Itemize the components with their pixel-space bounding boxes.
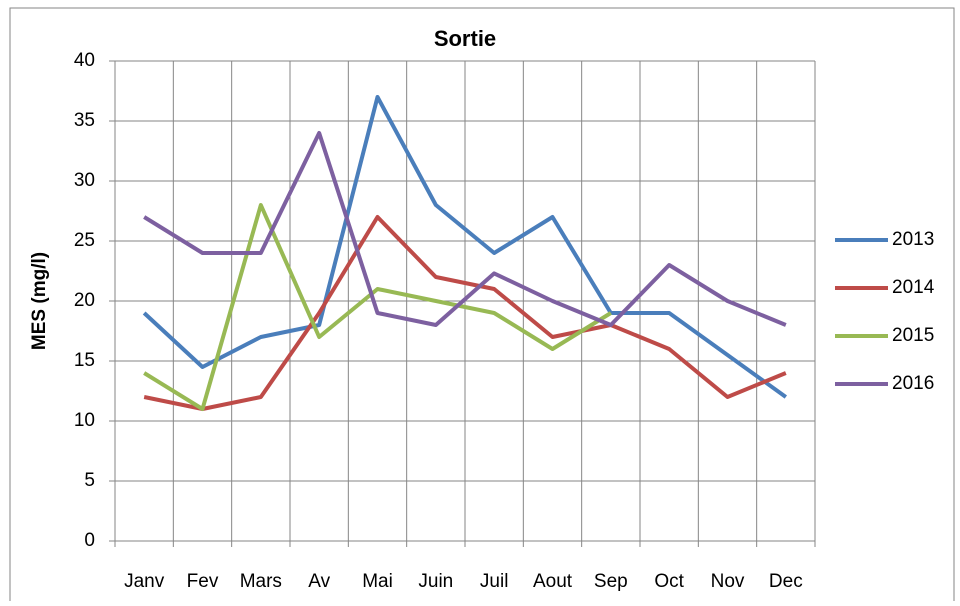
x-tick-label: Mai [362,571,393,592]
series-line [142,95,788,399]
y-tick-label: 40 [74,50,95,71]
y-tick-label: 5 [84,470,95,491]
chart-title: Sortie [434,26,496,51]
x-tick-label: Fev [187,571,219,592]
x-tick-label: Mars [240,571,282,592]
x-tick-label: Nov [711,571,745,592]
legend-label: 2016 [892,373,934,394]
legend-label: 2015 [892,325,934,346]
series-line [143,215,787,411]
y-tick-label: 20 [74,290,95,311]
x-tick-label: Av [308,571,330,592]
y-tick-label: 10 [74,410,95,431]
y-tick-label: 25 [74,230,95,251]
x-tick-label: Oct [654,571,684,592]
series-line [143,203,612,411]
x-tick-label: Janv [124,571,165,592]
x-tick-label: Dec [769,571,803,592]
legend-label: 2013 [892,229,934,250]
x-tick-label: Juil [480,571,509,592]
x-tick-label: Sep [594,571,628,592]
y-axis-label: MES (mg/l) [29,252,50,350]
x-tick-label: Juin [418,571,453,592]
chart-frame [9,7,955,606]
y-tick-label: 30 [74,170,95,191]
y-tick-label: 0 [84,530,95,551]
y-tick-label: 15 [74,350,95,371]
series-line [143,131,787,327]
y-tick-label: 35 [74,110,95,131]
x-tick-label: Aout [533,571,573,592]
legend-label: 2014 [892,277,935,298]
